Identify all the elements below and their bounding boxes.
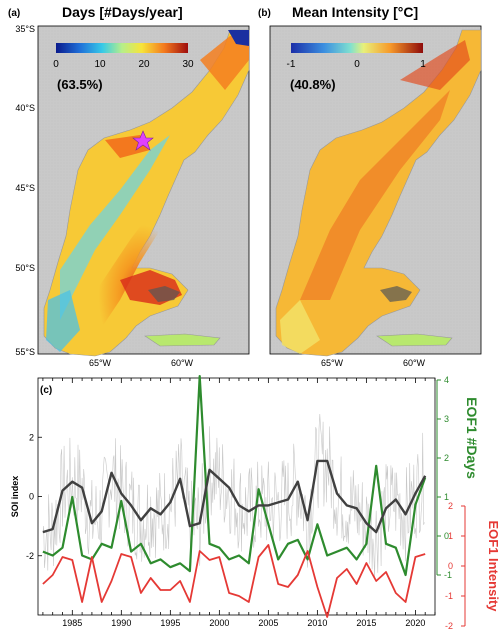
x-tick-label: 2015	[356, 618, 376, 628]
right2-tick-label: 1	[448, 531, 453, 541]
panel-b-label: (b)	[258, 8, 271, 19]
panel-b-percent: (40.8%)	[290, 77, 336, 92]
left-tick-label: 2	[29, 432, 34, 442]
panel-a-shelf-region	[43, 29, 250, 357]
left-axis-label: SOI index	[10, 476, 20, 518]
lat-tick-label: 55°S	[15, 347, 35, 357]
map-panels: (a) Days [#Days/year] (63.5%) (b) Mean I…	[8, 4, 482, 368]
x-tick-label: 1995	[160, 618, 180, 628]
colorbar-b-tick: 0	[354, 59, 360, 70]
right1-tick-label: -1	[444, 570, 452, 580]
eof1-days-line	[42, 374, 427, 577]
colorbar-b-tick: 1	[420, 59, 426, 70]
lat-tick-label: 35°S	[15, 24, 35, 34]
right1-tick-label: 2	[444, 453, 449, 463]
lon-tick-label: 65°W	[321, 358, 344, 368]
right2-tick-label: -2	[445, 621, 453, 630]
right2-tick-label: -1	[445, 591, 453, 601]
soi-line	[42, 459, 427, 534]
x-tick-label: 2020	[405, 618, 425, 628]
left-tick-label: 0	[29, 492, 34, 502]
left-tick-label: -2	[26, 551, 34, 561]
colorbar-a-tick: 30	[182, 59, 194, 70]
panel-c-label: (c)	[40, 385, 52, 396]
lat-tick-label: 45°S	[15, 183, 35, 193]
right1-tick-label: 0	[444, 531, 449, 541]
lon-tick-label: 65°W	[89, 358, 112, 368]
x-tick-label: 1985	[62, 618, 82, 628]
location-star	[132, 130, 154, 151]
colorbar-a-tick: 20	[138, 59, 150, 70]
right1-tick-label: 3	[444, 414, 449, 424]
x-tick-label: 2000	[209, 618, 229, 628]
panel-a-map	[37, 25, 250, 357]
lon-tick-label: 60°W	[171, 358, 194, 368]
panel-b-map	[269, 25, 482, 357]
colorbar-a-tick: 0	[53, 59, 59, 70]
time-series-chart: (c) 1985 1990 1995 2000 2005 2010 2015 2020-202…	[10, 374, 500, 630]
panel-a-label: (a)	[8, 8, 20, 19]
panel-a-percent: (63.5%)	[57, 77, 103, 92]
right2-axis-label: EOF1 Intensity	[486, 520, 500, 612]
right2-tick-label: 2	[448, 501, 453, 511]
panel-a-colorbar	[56, 43, 188, 53]
lat-tick-label: 50°S	[15, 263, 35, 273]
right1-tick-label: 1	[444, 492, 449, 502]
eof1-intensity-line	[42, 544, 426, 618]
right1-axis-label: EOF1 #Days	[464, 397, 480, 479]
colorbar-a-tick: 10	[94, 59, 106, 70]
panel-a-title: Days [#Days/year]	[62, 4, 183, 20]
colorbar-b-tick: -1	[287, 59, 296, 70]
lat-tick-label: 40°S	[15, 103, 35, 113]
panel-b-colorbar	[291, 43, 423, 53]
right1-tick-label: 4	[444, 375, 449, 385]
right2-tick-label: 0	[448, 561, 453, 571]
x-tick-label: 2005	[258, 618, 278, 628]
panel-b-title: Mean Intensity [°C]	[292, 4, 418, 20]
x-tick-label: 1990	[111, 618, 131, 628]
x-tick-label: 2010	[307, 618, 327, 628]
soi-monthly-line	[42, 413, 425, 579]
lon-tick-label: 60°W	[403, 358, 426, 368]
